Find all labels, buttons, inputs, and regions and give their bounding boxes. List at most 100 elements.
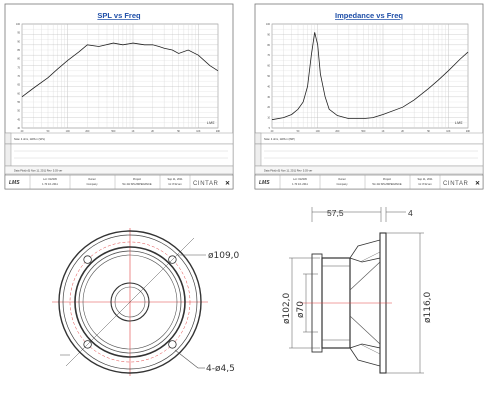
front-hole-label: 4-ø4,5 [206, 364, 235, 374]
y-tick-label: 45 [17, 118, 20, 121]
side-view-drawing: 57,5 4 ø102,0 ø70 ø116,0 [282, 207, 433, 374]
y-tick-label: 90 [17, 40, 20, 43]
x-tick-label: 1K [382, 130, 385, 133]
impedance-footer: LMS Lot: 012345 1.70 1/1 2011 Owner Comp… [254, 174, 484, 190]
y-tick-label: 90 [267, 33, 270, 36]
side-depth-label: 57,5 [327, 208, 344, 218]
front-diagonal [65, 237, 195, 367]
spl-y-ticks: 100 95 90 85 80 75 70 65 60 55 50 45 40 [16, 23, 21, 130]
impedance-x-ticks: 20 50 100 200 500 1K 2K 5K 10K 20K [271, 130, 471, 133]
x-tick-label: 500 [111, 130, 116, 133]
front-surround-outer [74, 246, 186, 358]
y-tick-label: 85 [17, 49, 20, 52]
y-tick-label: 100 [16, 23, 21, 26]
x-tick-label: 10K [446, 130, 451, 133]
x-tick-label: 20K [216, 130, 221, 133]
spl-x-ticks: 20 50 100 200 500 1K 2K 5K 10K 20K [21, 130, 221, 133]
side-flange-label: 4 [408, 208, 413, 218]
impedance-footer-c2b: Company [336, 182, 348, 186]
y-tick-label: 70 [267, 54, 270, 57]
impedance-notes: Note: 4 ohm, 1W/1m (IMP) Data Plot(mS) N… [254, 132, 484, 175]
spl-footer-c2b: Company [86, 182, 98, 186]
y-tick-label: 65 [17, 84, 20, 87]
x-tick-label: 10K [196, 130, 201, 133]
impedance-footer-brand: CINTAR [443, 181, 469, 187]
y-tick-label: 75 [17, 66, 20, 69]
x-tick-label: 100 [316, 130, 321, 133]
impedance-chart-title: Impedance vs Freq [335, 11, 403, 20]
x-tick-label: 200 [85, 130, 90, 133]
x-tick-label: 5K [427, 130, 430, 133]
spl-notes: Note: 4 ohm, 1W/1m (SPL) Data Plot(mS) N… [4, 132, 234, 175]
mounting-hole [168, 340, 177, 349]
spl-footer-c3a: Project [133, 177, 141, 181]
y-tick-label: 70 [17, 75, 20, 78]
side-outer-diameter-label: ø116,0 [423, 291, 433, 323]
x-tick-label: 5K [177, 130, 180, 133]
spl-file-text: Data Plot(mS) Nov 11, 2011 Rev: 5.03 ver [14, 169, 62, 173]
spl-grid [21, 24, 219, 128]
y-tick-label: 10 [267, 117, 270, 120]
y-tick-label: 20 [267, 106, 270, 109]
impedance-grid [271, 24, 469, 128]
impedance-panel: Impedance vs Freq 100 90 80 70 60 50 40 30 20 10 5… [254, 3, 484, 190]
impedance-footer-c3a: Project [383, 177, 391, 181]
impedance-curve [271, 32, 469, 121]
impedance-footer-c2a: Owner [338, 177, 346, 181]
spl-footer-c4b: 11: 8:32 am [168, 182, 182, 186]
impedance-footer-c4a: Sep 11, 2011 [417, 177, 433, 181]
y-tick-label: 60 [17, 92, 20, 95]
spl-curve [21, 42, 219, 98]
front-bolt-circle [69, 241, 191, 363]
y-tick-label: 30 [267, 96, 270, 99]
x-tick-label: 2K [151, 130, 154, 133]
x-tick-label: 200 [335, 130, 340, 133]
x-tick-label: 1K [132, 130, 135, 133]
spl-footer: LMS Lot: 012345 1.70 1/1 2011 Owner Comp… [4, 174, 234, 190]
spl-footer-c2a: Owner [88, 177, 96, 181]
front-outer-frame [58, 230, 202, 374]
x-tick-label: 100 [66, 130, 71, 133]
basket-top [349, 239, 381, 263]
spl-footer-c3b: 5in 4Ω SPL/IMPEDANCE [122, 182, 152, 186]
brand-x-icon: ✕ [225, 180, 230, 187]
impedance-watermark: LMS [455, 121, 463, 125]
basket-bottom [349, 343, 381, 367]
front-outer-diameter-label: ø109,0 [208, 251, 240, 261]
y-tick-label: 50 [267, 75, 270, 78]
spl-watermark: LMS [207, 121, 215, 125]
hole-dim-leader [174, 349, 199, 369]
impedance-note-text: Note: 4 ohm, 1W/1m (IMP) [264, 137, 295, 141]
y-tick-label: 55 [17, 101, 20, 104]
impedance-footer-c4b: 11: 8:32 am [418, 182, 432, 186]
spl-footer-c1a: Lot: 012345 [43, 177, 57, 181]
impedance-footer-c1a: Lot: 012345 [293, 177, 307, 181]
y-tick-label: 40 [17, 127, 20, 130]
y-tick-label: 60 [267, 65, 270, 68]
y-tick-label: 40 [267, 85, 270, 88]
impedance-y-ticks: 100 90 80 70 60 50 40 30 20 10 5 [266, 23, 271, 130]
x-tick-label: 20 [271, 130, 274, 133]
spl-footer-c1b: 1.70 1/1 2011 [42, 182, 58, 186]
side-cone-diameter-label: ø70 [296, 301, 306, 318]
mounting-hole [83, 255, 92, 264]
x-tick-label: 50 [297, 130, 300, 133]
spl-footer-c4a: Sep 11, 2011 [167, 177, 183, 181]
impedance-footer-logo: LMS [259, 180, 270, 186]
brand-x-icon: ✕ [475, 180, 480, 187]
impedance-footer-c3b: 5in 4Ω SPL/IMPEDANCE [372, 182, 402, 186]
front-view-drawing: ø109,0 4-ø4,5 [52, 228, 240, 376]
y-tick-label: 5 [269, 127, 271, 130]
x-tick-label: 20K [466, 130, 471, 133]
y-tick-label: 80 [17, 58, 20, 61]
side-magnet-diameter-label: ø102,0 [282, 292, 292, 324]
front-dust-cap [110, 282, 150, 322]
spl-panel: SPL vs Freq 100959085807570656055504540 … [4, 3, 234, 190]
y-tick-label: 100 [266, 23, 271, 26]
x-tick-label: 50 [47, 130, 50, 133]
x-tick-label: 20 [21, 130, 24, 133]
x-tick-label: 500 [361, 130, 366, 133]
spl-chart-title: SPL vs Freq [97, 11, 141, 20]
impedance-footer-c1b: 1.70 1/1 2011 [292, 182, 308, 186]
